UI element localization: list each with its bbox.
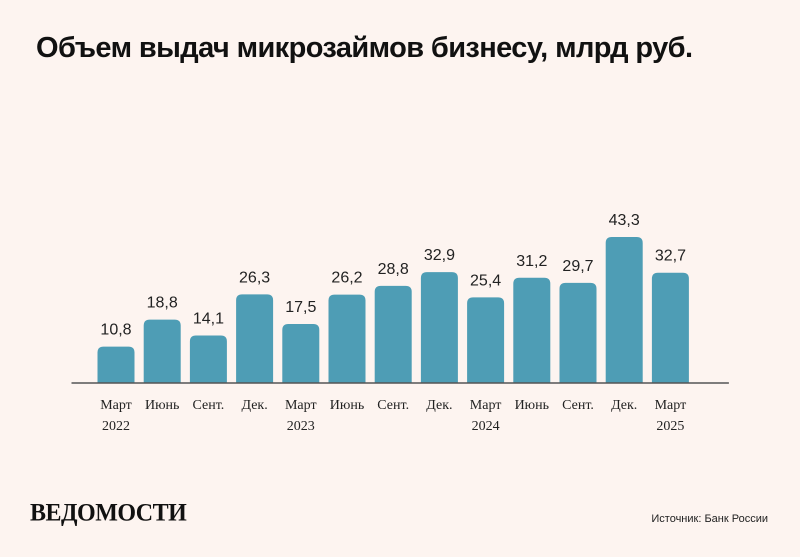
chart-title: Объем выдач микрозаймов бизнесу, млрд ру… — [36, 32, 693, 64]
category-label: Дек. — [241, 398, 267, 413]
bar — [420, 272, 458, 383]
bar — [189, 335, 227, 383]
source-note: Источник: Банк России — [651, 513, 768, 525]
bar — [374, 285, 412, 383]
value-label: 26,2 — [331, 270, 362, 287]
category-label: Сент. — [377, 398, 409, 413]
category-label: Сент. — [562, 398, 594, 413]
year-label: 2022 — [102, 419, 130, 434]
bar — [467, 297, 505, 383]
category-label: Июнь — [515, 398, 549, 413]
value-label: 31,2 — [516, 253, 547, 270]
year-label: 2023 — [287, 419, 315, 434]
category-label: Июнь — [330, 398, 364, 413]
value-label: 28,8 — [378, 261, 409, 278]
bar — [236, 294, 274, 383]
category-label: Март — [100, 398, 132, 413]
bar — [605, 237, 643, 383]
year-label: 2025 — [656, 419, 684, 434]
year-labels-group: 2022 2023 2024 2025 — [102, 419, 684, 434]
category-labels-group: Март Июнь Сент. Дек. Март Июнь Сент. Дек. Март Ию… — [100, 398, 686, 413]
category-label: Июнь — [145, 398, 179, 413]
value-label: 14,1 — [193, 310, 224, 327]
value-label: 29,7 — [562, 258, 593, 275]
value-label: 32,9 — [424, 247, 455, 264]
bars-group — [97, 237, 689, 383]
value-label: 32,7 — [655, 248, 686, 265]
bar — [97, 346, 135, 383]
category-label: Март — [285, 398, 317, 413]
bar — [328, 294, 366, 383]
value-labels-group: 10,8 18,8 14,1 26,3 17,5 26,2 28,8 32,9 25,4 31,2… — [100, 212, 686, 339]
bar — [559, 282, 597, 383]
value-label: 25,4 — [470, 272, 501, 289]
year-label: 2024 — [472, 419, 500, 434]
value-label: 17,5 — [285, 299, 316, 316]
bar — [282, 323, 320, 383]
category-label: Март — [655, 398, 687, 413]
category-label: Дек. — [426, 398, 452, 413]
vedomosti-logo: ВЕДОМОСТИ — [30, 499, 187, 527]
value-label: 18,8 — [147, 295, 178, 312]
bar — [513, 277, 551, 383]
value-label: 43,3 — [609, 212, 640, 229]
value-label: 26,3 — [239, 269, 270, 286]
bar — [651, 272, 689, 383]
category-label: Дек. — [611, 398, 637, 413]
value-label: 10,8 — [100, 322, 131, 339]
bar — [143, 319, 181, 383]
category-label: Март — [470, 398, 502, 413]
category-label: Сент. — [193, 398, 225, 413]
